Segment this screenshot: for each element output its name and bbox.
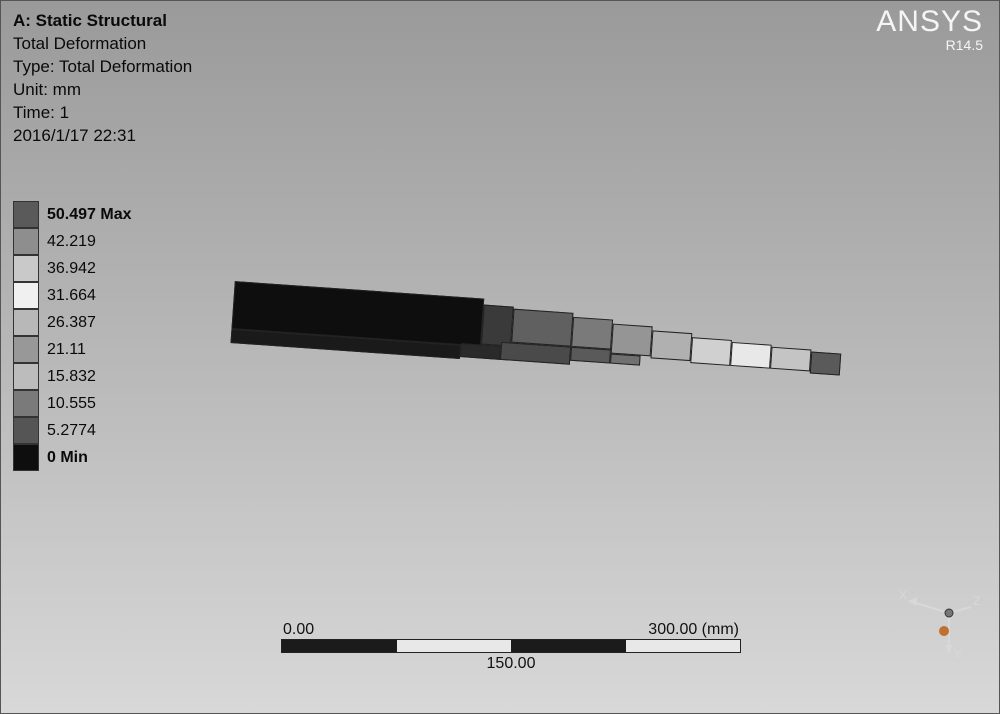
model-segment <box>730 342 772 369</box>
color-legend: 50.497 Max42.21936.94231.66426.38721.111… <box>13 201 132 471</box>
result-header: A: Static Structural Total Deformation T… <box>13 9 192 147</box>
legend-swatch <box>13 363 39 390</box>
scale-bar: 0.00 300.00 (mm) 150.00 <box>281 621 741 673</box>
result-name: Total Deformation <box>13 32 192 55</box>
brand-version: R14.5 <box>876 37 983 53</box>
legend-swatch <box>13 336 39 363</box>
legend-value: 0 Min <box>47 444 88 471</box>
legend-row: 36.942 <box>13 255 132 282</box>
ansys-viewport[interactable]: A: Static Structural Total Deformation T… <box>0 0 1000 714</box>
legend-value: 5.2774 <box>47 417 96 444</box>
scale-bar-strip <box>281 639 741 653</box>
result-type: Type: Total Deformation <box>13 55 192 78</box>
legend-swatch <box>13 444 39 471</box>
model-segment <box>481 305 514 347</box>
legend-swatch <box>13 201 39 228</box>
legend-value: 26.387 <box>47 309 96 336</box>
model-segment <box>571 317 613 350</box>
model-segment <box>570 347 611 364</box>
model-segment <box>611 324 653 357</box>
legend-value: 42.219 <box>47 228 96 255</box>
legend-row: 42.219 <box>13 228 132 255</box>
legend-swatch <box>13 309 39 336</box>
svg-text:Z: Z <box>973 594 980 608</box>
scale-mid-label: 150.00 <box>487 655 536 672</box>
legend-swatch <box>13 228 39 255</box>
legend-row: 50.497 Max <box>13 201 132 228</box>
svg-text:Y: Y <box>954 647 962 661</box>
deformed-model[interactable] <box>227 281 853 434</box>
result-unit: Unit: mm <box>13 78 192 101</box>
legend-swatch <box>13 417 39 444</box>
model-segment <box>511 309 573 347</box>
model-segment <box>460 343 501 360</box>
model-segment <box>610 354 641 366</box>
legend-swatch <box>13 390 39 417</box>
legend-row: 0 Min <box>13 444 132 471</box>
scale-left-label: 0.00 <box>283 621 314 639</box>
result-timestamp: 2016/1/17 22:31 <box>13 124 192 147</box>
legend-row: 31.664 <box>13 282 132 309</box>
legend-value: 36.942 <box>47 255 96 282</box>
model-segment <box>690 337 732 366</box>
legend-value: 31.664 <box>47 282 96 309</box>
legend-row: 21.11 <box>13 336 132 363</box>
model-segment <box>650 330 692 361</box>
legend-value: 50.497 Max <box>47 201 132 228</box>
legend-value: 15.832 <box>47 363 96 390</box>
result-time: Time: 1 <box>13 101 192 124</box>
legend-value: 21.11 <box>47 336 86 363</box>
legend-row: 10.555 <box>13 390 132 417</box>
legend-swatch <box>13 282 39 309</box>
legend-row: 5.2774 <box>13 417 132 444</box>
brand-name: ANSYS <box>876 5 983 39</box>
model-segment <box>770 347 811 372</box>
legend-value: 10.555 <box>47 390 96 417</box>
scale-right-label: 300.00 (mm) <box>648 621 739 639</box>
model-segment <box>500 342 571 365</box>
brand-badge: ANSYS R14.5 <box>876 5 983 53</box>
legend-swatch <box>13 255 39 282</box>
analysis-label: A: Static Structural <box>13 9 192 32</box>
model-segment <box>810 352 841 376</box>
svg-text:X: X <box>899 588 907 602</box>
legend-row: 15.832 <box>13 363 132 390</box>
orientation-triad[interactable]: X Y Z <box>889 583 979 663</box>
legend-row: 26.387 <box>13 309 132 336</box>
